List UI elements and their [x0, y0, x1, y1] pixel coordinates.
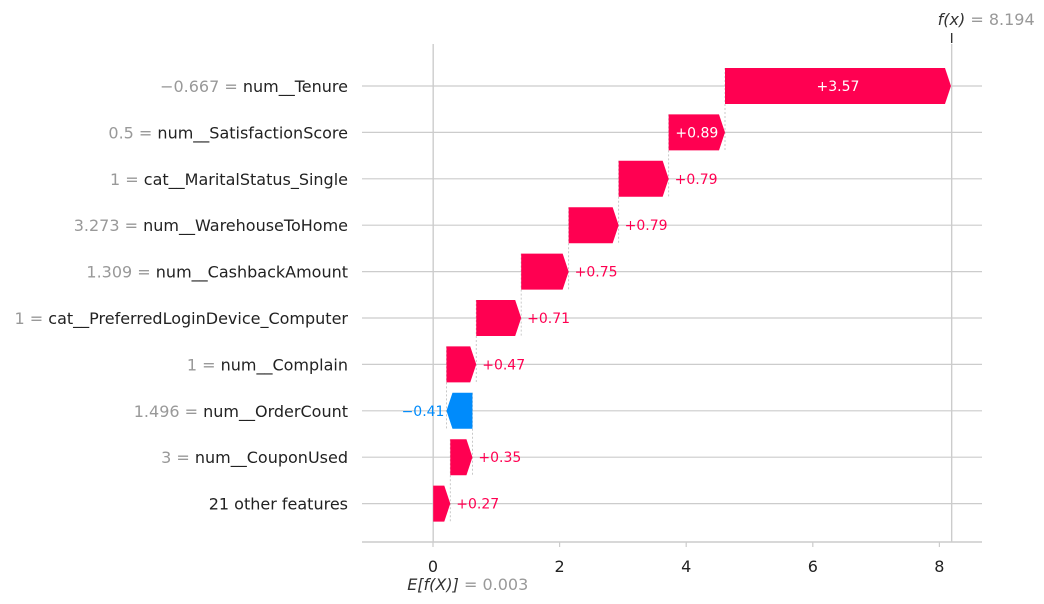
feature-value: 1 = [110, 170, 144, 189]
feature-label: 3.273 = num__WarehouseToHome [74, 216, 348, 236]
feature-label: 21 other features [209, 495, 348, 514]
feature-value: 1.496 = [134, 402, 203, 421]
contribution-label: +0.71 [527, 311, 570, 327]
contribution-bar [725, 68, 951, 104]
contribution-label: +3.57 [817, 79, 860, 95]
feature-label: 1 = cat__MaritalStatus_Single [110, 170, 348, 190]
base-value: = 0.003 [459, 575, 528, 594]
contribution-label: +0.27 [456, 497, 499, 513]
output-value: = 8.194 [965, 10, 1034, 29]
feature-name: num__CouponUsed [195, 448, 348, 468]
contribution-label: +0.47 [482, 357, 525, 373]
x-tick-label: 6 [808, 557, 818, 576]
feature-value: 0.5 = [108, 123, 157, 142]
contribution-bar [450, 439, 473, 476]
feature-label: 1 = cat__PreferredLoginDevice_Computer [15, 309, 349, 329]
contribution-bar [446, 346, 477, 383]
feature-name: num__Complain [221, 355, 348, 375]
feature-value: 3 = [161, 448, 195, 467]
contribution-bar [668, 114, 726, 151]
feature-label: −0.667 = num__Tenure [160, 77, 348, 97]
x-tick-label: 0 [428, 557, 438, 576]
feature-label: 0.5 = num__SatisfactionScore [108, 123, 348, 143]
feature-name: num__WarehouseToHome [143, 216, 348, 236]
contribution-label: +0.89 [675, 125, 718, 141]
feature-value: −0.667 = [160, 77, 243, 96]
x-tick-label: 2 [555, 557, 565, 576]
feature-name: cat__MaritalStatus_Single [144, 170, 348, 190]
contribution-label: +0.79 [625, 218, 668, 234]
feature-label: 1 = num__Complain [187, 355, 348, 375]
contribution-bar [618, 160, 669, 197]
feature-label: 3 = num__CouponUsed [161, 448, 348, 468]
x-tick-label: 8 [934, 557, 944, 576]
output-value-annotation: f(x) = 8.194 [938, 10, 1035, 29]
feature-name: num__SatisfactionScore [157, 123, 348, 143]
feature-label: 1.309 = num__CashbackAmount [86, 263, 348, 283]
feature-value: 1.309 = [86, 263, 155, 282]
contribution-label: −0.41 [402, 404, 445, 420]
base-value-label: E[f(X)] [407, 575, 459, 594]
contribution-bar [521, 253, 569, 290]
contribution-bar [446, 392, 473, 429]
feature-value: 1 = [15, 309, 49, 328]
output-value-label: f(x) [938, 10, 966, 29]
x-tick-label: 4 [681, 557, 691, 576]
base-value-annotation: E[f(X)] = 0.003 [407, 575, 528, 594]
feature-name: 21 other features [209, 495, 348, 514]
feature-value: 3.273 = [74, 216, 143, 235]
contribution-label: +0.75 [575, 265, 618, 281]
contribution-bar [568, 207, 619, 244]
contribution-label: +0.35 [478, 450, 521, 466]
feature-label: 1.496 = num__OrderCount [134, 402, 348, 422]
contribution-label: +0.79 [675, 172, 718, 188]
feature-name: cat__PreferredLoginDevice_Computer [48, 309, 348, 329]
feature-value: 1 = [187, 355, 221, 374]
contribution-bar [476, 300, 522, 336]
feature-name: num__OrderCount [203, 402, 348, 422]
contribution-bar [433, 485, 451, 522]
feature-name: num__Tenure [243, 77, 348, 97]
feature-name: num__CashbackAmount [156, 263, 348, 283]
